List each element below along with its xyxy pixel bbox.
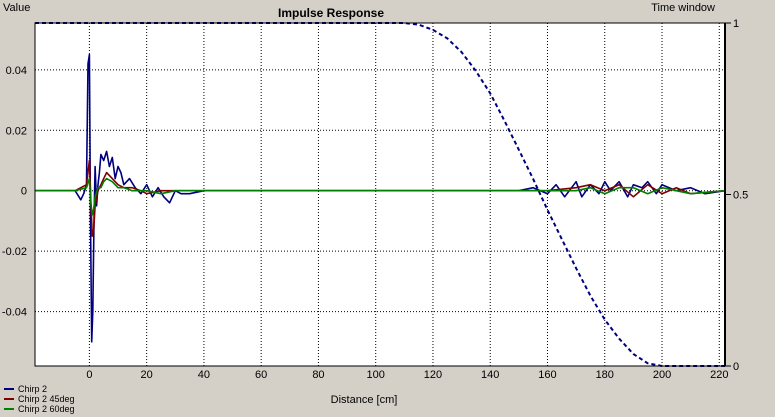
legend-item-chirp-2-60deg: Chirp 2 60deg bbox=[4, 404, 75, 414]
y-axis-label: Value bbox=[3, 2, 30, 14]
y-tick-label: 0.02 bbox=[6, 125, 27, 137]
y-tick-label: 0 bbox=[21, 186, 27, 198]
series-line-chirp-2-45deg bbox=[35, 159, 726, 237]
series-line-chirp-2-60deg bbox=[35, 177, 726, 216]
y-tick-label: -0.02 bbox=[2, 246, 27, 258]
x-tick-label: 80 bbox=[312, 369, 324, 381]
y-tick-label: 0.04 bbox=[6, 65, 27, 77]
legend-label: Chirp 2 bbox=[18, 384, 48, 394]
x-tick-label: 180 bbox=[596, 369, 614, 381]
x-tick-label: 0 bbox=[86, 369, 92, 381]
series-line-time-window bbox=[35, 22, 725, 367]
x-tick-label: 60 bbox=[255, 369, 267, 381]
y2-axis-label: Time window bbox=[651, 2, 715, 14]
tick-labels: 0 20 40 60 80 100 120 140 160 180 200 220 0.04 0.02 0 -… bbox=[2, 18, 748, 381]
right-axis-ticks bbox=[725, 22, 731, 367]
legend-item-chirp-2-45deg: Chirp 2 45deg bbox=[4, 394, 75, 404]
x-tick-label: 200 bbox=[653, 369, 671, 381]
y2-tick-label: 1 bbox=[733, 18, 739, 30]
legend: Chirp 2 Chirp 2 45deg Chirp 2 60deg bbox=[4, 384, 75, 414]
x-tick-label: 120 bbox=[424, 369, 442, 381]
plot-area bbox=[35, 23, 725, 366]
legend-swatch bbox=[4, 388, 14, 390]
x-tick-label: 140 bbox=[481, 369, 499, 381]
y2-tick-label: 0 bbox=[733, 361, 739, 373]
y2-tick-label: 0.5 bbox=[733, 190, 748, 202]
x-tick-label: 20 bbox=[141, 369, 153, 381]
y-tick-label: -0.04 bbox=[2, 307, 27, 319]
x-axis-label: Distance [cm] bbox=[331, 394, 398, 406]
series-layer bbox=[35, 22, 726, 367]
legend-swatch bbox=[4, 398, 14, 400]
legend-swatch bbox=[4, 408, 14, 410]
legend-label: Chirp 2 45deg bbox=[18, 394, 75, 404]
x-tick-label: 220 bbox=[710, 369, 728, 381]
x-tick-label: 160 bbox=[538, 369, 556, 381]
x-tick-label: 100 bbox=[367, 369, 385, 381]
x-tick-label: 40 bbox=[198, 369, 210, 381]
legend-item-chirp-2: Chirp 2 bbox=[4, 384, 75, 394]
chart-title: Impulse Response bbox=[278, 6, 384, 20]
legend-label: Chirp 2 60deg bbox=[18, 404, 75, 414]
